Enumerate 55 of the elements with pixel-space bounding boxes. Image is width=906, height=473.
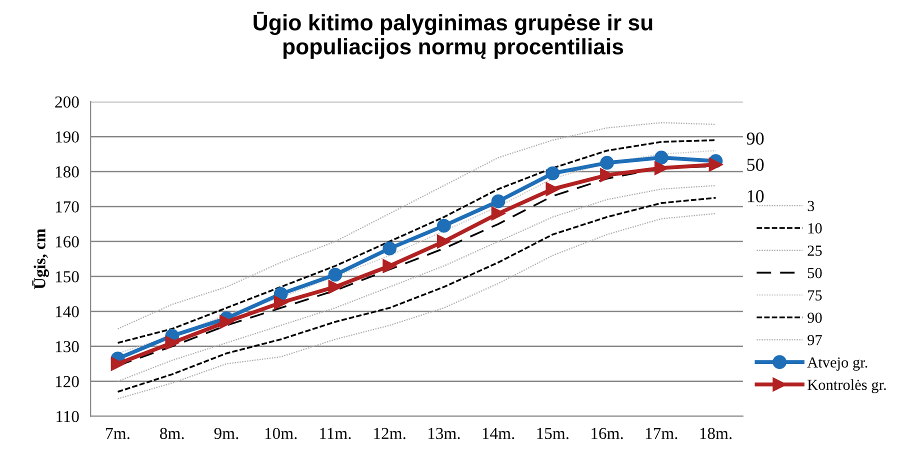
y-tick-label: 200 xyxy=(55,96,79,108)
chart-title: Ūgio kitimo palyginimas grupėse ir su populiacijos normų procentiliais xyxy=(254,12,652,59)
annotation: 10 xyxy=(748,190,764,202)
point xyxy=(220,314,234,329)
point xyxy=(165,336,180,350)
point xyxy=(382,242,397,256)
point xyxy=(328,268,342,282)
annotation: 90 xyxy=(746,132,764,145)
legend-label: 50 xyxy=(808,268,822,278)
x-tick-label: 17m. xyxy=(646,428,678,440)
y-tick-label: 170 xyxy=(56,201,79,212)
point xyxy=(110,356,125,371)
y-tick-label: 110 xyxy=(56,410,79,422)
point xyxy=(708,158,723,172)
legend-label: 25 xyxy=(808,246,822,256)
x-tick-label: 11m. xyxy=(320,428,351,440)
annotation: 50 xyxy=(747,158,764,171)
x-tick-label: 13m. xyxy=(428,428,460,440)
point xyxy=(274,296,288,310)
legend-label: Atvejo gr. xyxy=(807,357,868,371)
legend-label: 3 xyxy=(808,200,814,212)
point xyxy=(382,259,397,273)
legend-label: 75 xyxy=(808,290,822,301)
y-axis-title: Ūgis, cm xyxy=(32,228,49,290)
y-tick-label: 160 xyxy=(56,236,79,248)
x-tick-label: 14m. xyxy=(482,428,514,440)
point xyxy=(328,280,342,294)
point xyxy=(654,161,668,176)
y-tick-label: 120 xyxy=(56,376,79,388)
point xyxy=(546,182,560,196)
point xyxy=(654,150,668,165)
x-tick-label: 12m. xyxy=(374,428,406,440)
y-tick-label: 150 xyxy=(56,271,79,282)
y-tick-label: 130 xyxy=(56,341,79,352)
x-tick-label: 18m. xyxy=(700,428,732,440)
legend-label: 97 xyxy=(808,334,822,346)
x-tick-label: 7m. xyxy=(106,428,130,440)
point xyxy=(436,234,451,248)
y-tick-label: 180 xyxy=(56,166,79,178)
point xyxy=(491,194,506,208)
point xyxy=(436,218,451,233)
point xyxy=(600,168,614,182)
point xyxy=(600,156,614,170)
legend-label: 10 xyxy=(808,223,822,234)
x-tick-label: 15m. xyxy=(537,428,568,440)
legend-label: 90 xyxy=(808,312,822,323)
y-tick-label: 190 xyxy=(56,131,79,143)
x-tick-label: 9m. xyxy=(214,428,238,440)
legend-label: Kontrolės gr. xyxy=(808,379,886,394)
y-tick-label: 140 xyxy=(56,306,79,318)
x-tick-label: 16m. xyxy=(592,428,623,440)
point xyxy=(546,166,560,180)
point xyxy=(491,206,506,220)
x-tick-label: 8m. xyxy=(160,428,184,440)
x-tick-label: 10m. xyxy=(265,428,297,440)
